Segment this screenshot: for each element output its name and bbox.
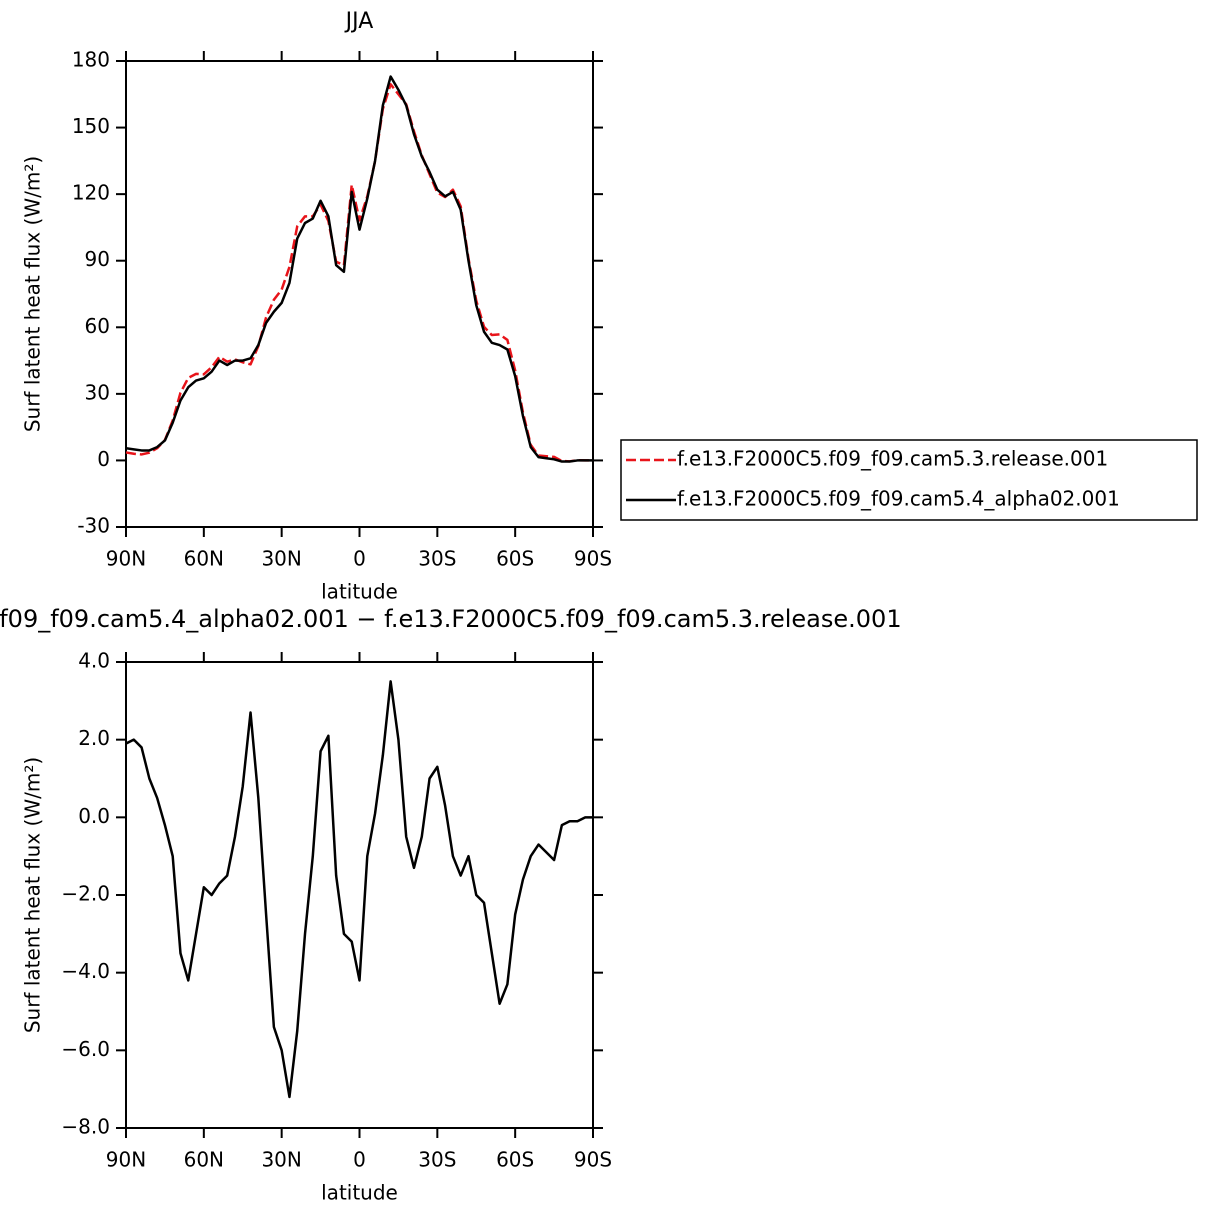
x-tick-label: 0: [353, 1148, 366, 1172]
x-tick-label: 60N: [184, 1148, 224, 1172]
data-line: [125, 83, 593, 463]
y-tick-label: 180: [72, 48, 110, 72]
y-tick-label: 30: [85, 380, 110, 404]
y-tick-label: 150: [72, 114, 110, 138]
legend-box: [620, 439, 1198, 521]
y-tick-label: −4.0: [61, 959, 110, 983]
y-tick-label: 60: [85, 314, 110, 338]
y-axis-label: Surf latent heat flux (W/m²): [21, 757, 45, 1033]
y-tick-label: 2.0: [78, 726, 110, 750]
x-tick-label: 60S: [496, 547, 534, 571]
y-tick-label: 120: [72, 181, 110, 205]
x-tick-label: 30N: [261, 1148, 301, 1172]
y-axis-label: Surf latent heat flux (W/m²): [21, 156, 45, 432]
x-tick-label: 90S: [574, 547, 612, 571]
x-tick-label: 30S: [418, 547, 456, 571]
y-tick-label: -30: [77, 514, 110, 538]
y-tick-label: 0.0: [78, 804, 110, 828]
x-tick-label: 30N: [261, 547, 301, 571]
x-axis-label: latitude: [321, 1181, 398, 1205]
plot-frame: [125, 60, 594, 528]
y-tick-label: −6.0: [61, 1037, 110, 1061]
x-tick-label: 90S: [574, 1148, 612, 1172]
plot-frame: [125, 661, 594, 1129]
x-tick-label: 90N: [106, 1148, 146, 1172]
y-tick-label: −8.0: [61, 1115, 110, 1139]
y-tick-label: 0: [97, 447, 110, 471]
y-tick-label: −2.0: [61, 882, 110, 906]
data-line: [125, 75, 593, 463]
y-tick-label: 4.0: [78, 649, 110, 673]
x-tick-label: 60S: [496, 1148, 534, 1172]
y-tick-label: 90: [85, 247, 110, 271]
data-line: [125, 680, 593, 1099]
x-tick-label: 0: [353, 547, 366, 571]
chart-title: JJA: [344, 9, 374, 34]
chart-title: f.e13.F2000C5.f09_f09.cam5.4_alpha02.001…: [0, 605, 902, 633]
x-tick-label: 30S: [418, 1148, 456, 1172]
x-axis-label: latitude: [321, 580, 398, 604]
legend-label: f.e13.F2000C5.f09_f09.cam5.3.release.001: [677, 447, 1108, 471]
x-tick-label: 60N: [184, 547, 224, 571]
x-tick-label: 90N: [106, 547, 146, 571]
legend-label: f.e13.F2000C5.f09_f09.cam5.4_alpha02.001: [677, 487, 1120, 511]
